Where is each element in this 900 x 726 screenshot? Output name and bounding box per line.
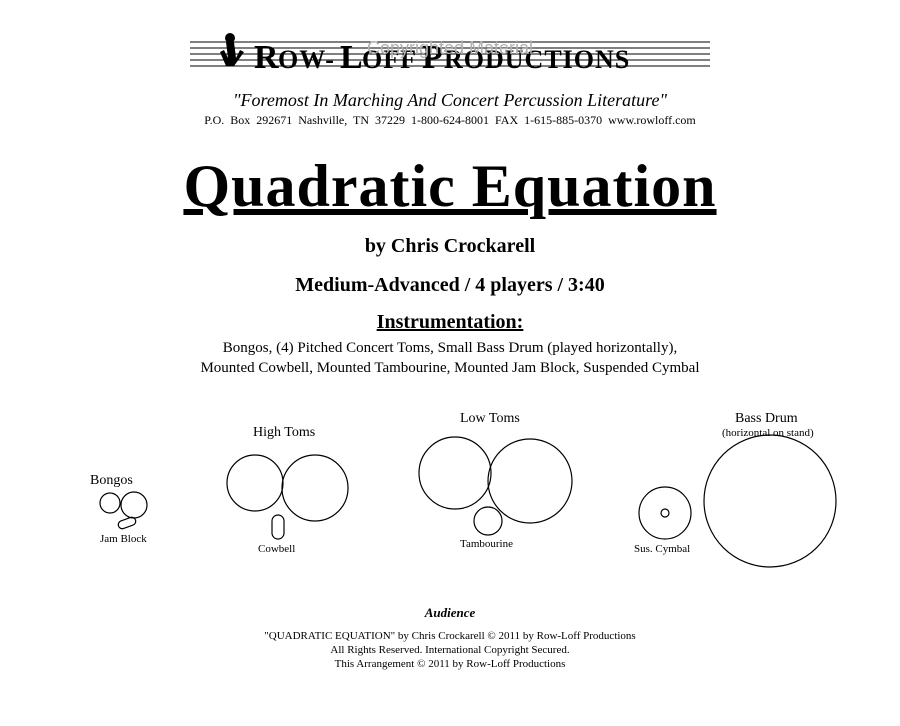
label-high-toms: High Toms (253, 425, 315, 441)
watermark: Copyrighted Material (367, 38, 533, 59)
audience-label: Audience (0, 605, 900, 621)
instrumentation-heading: Instrumentation: (0, 311, 900, 334)
label-low-toms: Low Toms (460, 411, 520, 427)
label-bass-note: (horizontal on stand) (722, 427, 814, 439)
copyright-line2: All Rights Reserved. International Copyr… (330, 644, 569, 656)
piece-meta: Medium-Advanced / 4 players / 3:40 (0, 274, 900, 297)
publisher-contact: P.O. Box 292671 Nashville, TN 37229 1-80… (0, 113, 900, 128)
instrumentation-line2: Mounted Cowbell, Mounted Tambourine, Mou… (200, 360, 699, 376)
instrumentation-line1: Bongos, (4) Pitched Concert Toms, Small … (223, 340, 677, 356)
svg-text:L: L (340, 39, 364, 76)
instrumentation-list: Bongos, (4) Pitched Concert Toms, Small … (0, 338, 900, 379)
label-bongos: Bongos (90, 473, 133, 489)
label-tambourine: Tambourine (460, 538, 513, 550)
setup-diagram: Bongos Jam Block High Toms Cowbell Low T… (0, 393, 900, 603)
svg-text:OW-: OW- (278, 45, 335, 74)
copyright-line1: "QUADRATIC EQUATION" by Chris Crockarell… (264, 630, 635, 642)
svg-text:R: R (254, 39, 280, 76)
label-bass-drum: Bass Drum (735, 411, 798, 427)
copyright-block: "QUADRATIC EQUATION" by Chris Crockarell… (0, 629, 900, 672)
label-cowbell: Cowbell (258, 543, 295, 555)
publisher-tagline: "Foremost In Marching And Concert Percus… (0, 90, 900, 111)
byline: by Chris Crockarell (0, 235, 900, 258)
piece-title: Quadratic Equation (0, 152, 900, 221)
label-jam-block: Jam Block (100, 533, 147, 545)
label-sus-cymbal: Sus. Cymbal (634, 543, 690, 555)
copyright-line3: This Arrangement © 2011 by Row-Loff Prod… (335, 658, 566, 670)
